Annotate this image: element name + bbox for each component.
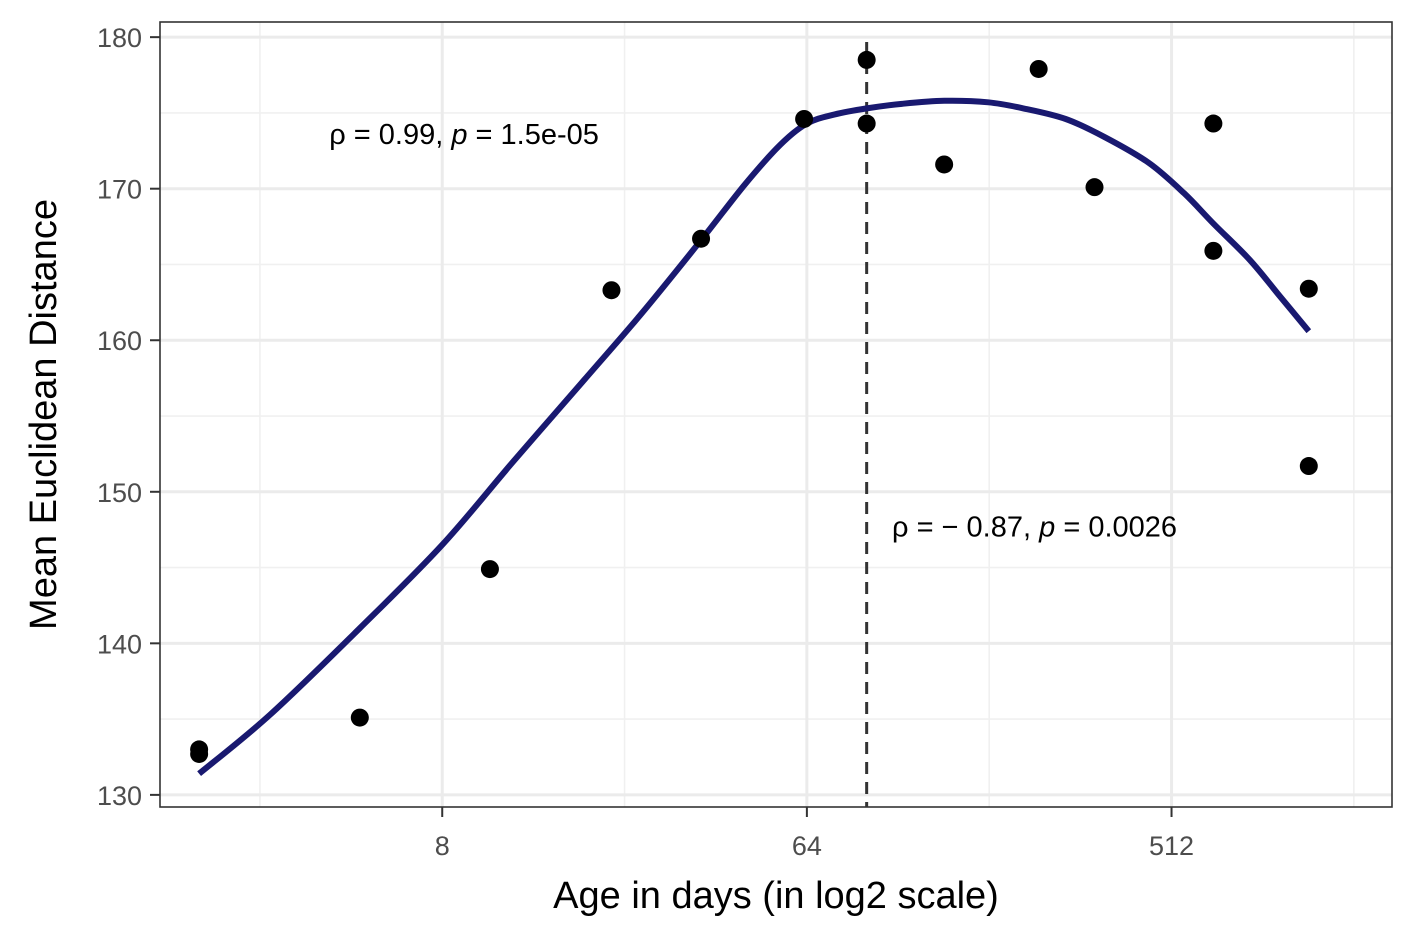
y-tick-label: 160 [97,326,142,356]
data-point [1085,178,1104,197]
x-tick-label: 64 [792,831,822,861]
x-axis-title: Age in days (in log2 scale) [553,875,999,917]
data-point [1204,114,1223,133]
y-axis-title: Mean Euclidean Distance [23,199,65,630]
x-tick-label: 512 [1149,831,1194,861]
data-point [1299,457,1318,476]
y-tick-label: 140 [97,629,142,659]
axes-layer: 8 64 512 130 140 150 160 170 180 [97,23,1194,861]
x-tick-label: 8 [435,831,450,861]
data-point [935,155,954,174]
data-point [190,744,209,763]
y-tick-label: 150 [97,478,142,508]
smooth-line [197,97,1312,776]
panel-border [159,21,1393,808]
data-point [1204,241,1223,260]
data-point [857,114,876,133]
data-point [602,281,621,300]
data-point [350,708,369,727]
correlation-annotation-1: ρ = 0.99, p = 1.5e-05 [329,119,599,151]
y-tick-label: 170 [97,175,142,205]
data-point [795,109,814,128]
correlation-annotation-2: ρ = − 0.87, p = 0.0026 [892,512,1177,544]
data-point [692,229,711,248]
grid-major [160,22,1392,807]
series-layer: ρ = 0.99, p = 1.5e-05 ρ = − 0.87, p = 0.0… [190,42,1318,807]
data-point [480,560,499,579]
data-point [857,50,876,69]
data-point [1299,279,1318,298]
y-tick-label: 180 [97,23,142,53]
data-point [1029,59,1048,78]
y-tick-label: 130 [97,781,142,811]
